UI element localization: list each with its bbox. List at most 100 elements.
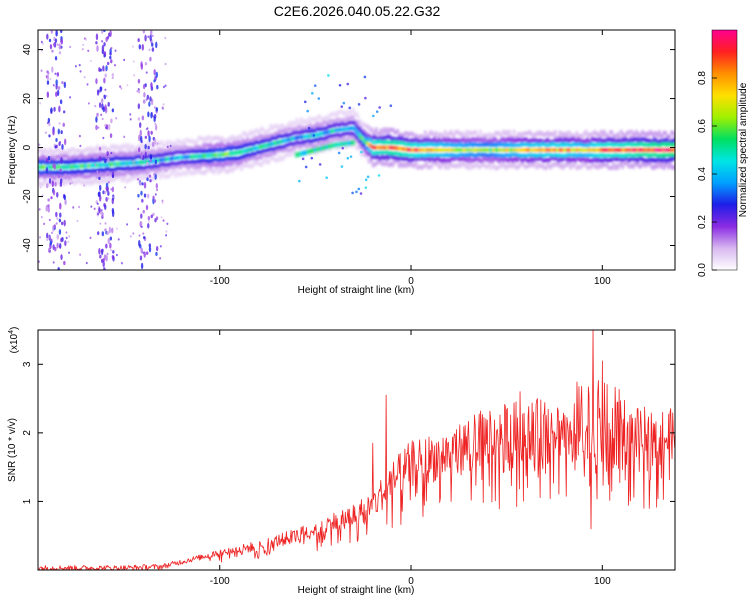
spectrogram-noise-point — [123, 135, 126, 139]
spectrogram-cell — [624, 156, 628, 161]
spectrogram-cell — [70, 169, 74, 174]
spectrogram-cell — [393, 130, 396, 135]
spectrogram-cell — [52, 159, 55, 164]
spectrogram-cell — [653, 148, 657, 152]
spectrogram-cell — [407, 157, 410, 162]
spectrogram-cell — [277, 145, 280, 150]
spectrogram-cell — [583, 131, 586, 136]
spectrogram-cell — [114, 175, 118, 180]
spectrogram-cell — [205, 163, 208, 168]
spectrogram-cell — [655, 158, 658, 163]
spectrogram-noise-point — [144, 144, 147, 150]
spectrogram-cell — [604, 163, 608, 168]
spectrogram-cell — [454, 154, 458, 158]
spectrogram-cell — [564, 143, 568, 147]
spectrogram-cell — [449, 143, 453, 147]
spectrogram-cell — [664, 142, 667, 146]
spectrogram-noise-point — [40, 69, 43, 72]
spectrogram-cell — [64, 170, 67, 175]
spectrogram-cell — [417, 156, 421, 161]
spectrogram-cell — [653, 163, 657, 168]
spectrogram-cell — [644, 133, 647, 138]
spectrogram-cell — [150, 167, 153, 172]
spectrogram-cell — [159, 141, 162, 146]
spectrogram-cell — [56, 170, 60, 174]
spectrogram-cell — [318, 132, 321, 136]
spectrogram-cell — [480, 135, 484, 140]
spectrogram-cell — [309, 142, 312, 147]
spectrogram-noise-point — [150, 112, 153, 119]
spectrogram-cell — [550, 155, 554, 160]
spectrogram-noise-point — [110, 46, 113, 50]
spectrogram-cell — [500, 156, 504, 161]
spectrogram-cell — [427, 142, 430, 146]
spectrogram-cell — [555, 135, 559, 140]
spectrogram-cell — [508, 148, 511, 152]
spectrogram-noise-point — [137, 79, 141, 84]
spectrogram-cell — [353, 111, 357, 116]
spectrogram-cell — [52, 157, 55, 162]
spectrogram-cell — [515, 138, 519, 143]
spectrogram-cell — [321, 137, 325, 141]
spectrogram-noise-point — [146, 162, 149, 167]
spectrogram-cell — [336, 142, 340, 148]
spectrogram-noise-point — [138, 44, 142, 50]
spectrogram-cell — [249, 139, 253, 144]
spectrogram-cell — [603, 129, 606, 134]
spectrogram-cell — [212, 170, 216, 175]
spectrogram-cell — [595, 153, 598, 157]
spectrogram-cell — [281, 123, 285, 128]
spectrogram-cell — [555, 162, 559, 167]
spectrogram-cell — [73, 174, 77, 179]
spectrogram-cell — [272, 147, 276, 152]
spectrogram-cell — [384, 130, 387, 135]
spectrogram-cell — [148, 151, 152, 156]
spectrogram-noise-point — [107, 32, 111, 37]
spectrogram-cell — [228, 142, 231, 147]
spectrogram-cell — [547, 133, 551, 138]
spectrogram-cell — [329, 147, 332, 152]
spectrogram-cell — [335, 136, 338, 141]
spectrogram-cell — [163, 157, 167, 162]
spectrogram-cell — [417, 134, 421, 139]
spectrogram-cell — [55, 171, 58, 175]
spectrogram-cell — [350, 144, 354, 149]
spectrogram-cell — [624, 161, 628, 166]
spectrogram-cell — [212, 153, 216, 158]
spectrogram-cell — [534, 142, 537, 147]
spectrogram-cell — [595, 137, 598, 142]
spectrogram-cell — [159, 152, 162, 157]
spectrogram-noise-point — [79, 144, 82, 148]
spectrogram-noise-point — [111, 254, 115, 260]
spectrogram-cell — [572, 148, 576, 152]
spectrogram-cell — [399, 151, 403, 156]
spectrogram-cell — [150, 142, 153, 147]
spectrogram-noise-point — [110, 59, 113, 64]
spectrogram-cell — [159, 158, 162, 162]
spectrogram-cell — [116, 153, 119, 158]
spectrogram-cell — [662, 142, 666, 146]
spectrogram-noise-point — [107, 123, 111, 131]
spectrogram-cell — [619, 153, 623, 157]
spectrogram-noise-point — [140, 63, 144, 70]
spectrogram-cell — [117, 166, 121, 171]
spectrogram-noise-point — [312, 134, 316, 137]
spectrogram-cell — [352, 107, 355, 112]
spectrogram-cell — [381, 140, 384, 145]
spectrogram-cell — [437, 148, 441, 152]
spectrogram-cell — [163, 152, 167, 156]
spectrogram-cell — [146, 169, 150, 174]
spectrogram-noise-point — [123, 58, 126, 62]
spectrogram-cell — [655, 142, 658, 147]
spectrogram-noise-point — [61, 236, 64, 242]
spectrogram-cell — [68, 156, 72, 161]
spectrogram-cell — [632, 138, 635, 143]
spectrogram-cell — [270, 126, 274, 131]
spectrogram-cell — [431, 132, 435, 137]
spectrogram-cell — [524, 142, 528, 146]
spectrogram-cell — [232, 151, 236, 155]
spectrogram-cell — [350, 115, 354, 120]
spectrogram-cell — [301, 135, 305, 139]
spectrogram-cell — [427, 156, 430, 161]
spectrogram-cell — [59, 171, 63, 175]
